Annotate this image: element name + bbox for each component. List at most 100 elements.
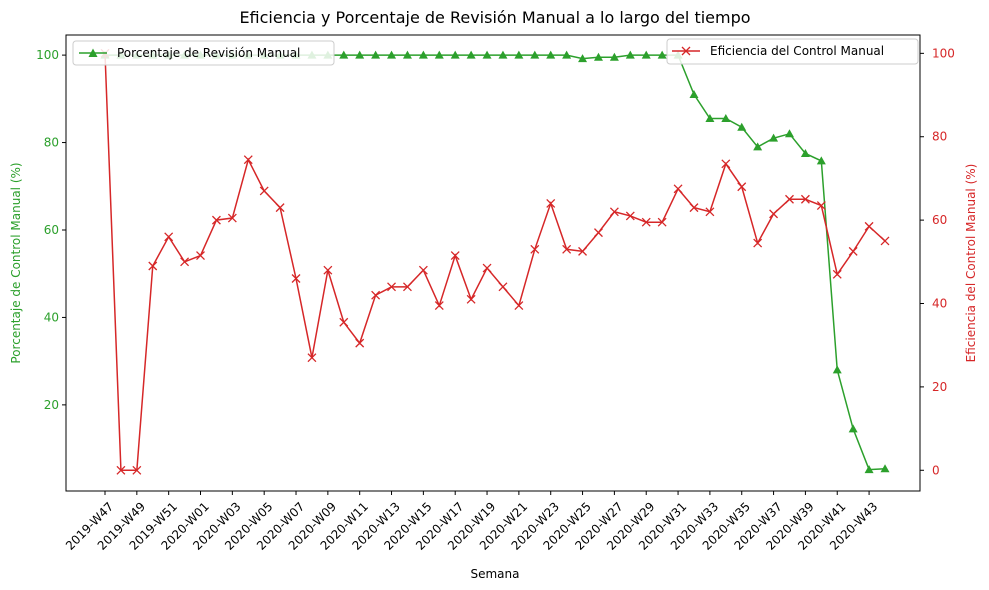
series-2-point (657, 217, 667, 227)
y-axis-right-title: Eficiencia del Control Manual (%) (964, 164, 978, 363)
series-1-point (848, 424, 858, 433)
legend-left-label: Porcentaje de Revisión Manual (117, 46, 300, 60)
series-1-point (864, 465, 874, 474)
y-left-tick-label: 20 (44, 398, 59, 412)
legend-left-box (72, 40, 335, 66)
series-1-point (387, 50, 397, 59)
y-left-tick-label: 100 (36, 48, 59, 62)
series-2-point (641, 217, 651, 227)
series-1-point (769, 133, 779, 142)
series-2-point (164, 232, 174, 242)
series-1-point (450, 50, 460, 59)
series-2-point (259, 186, 269, 196)
series-1-point (371, 50, 381, 59)
series-1-point (832, 365, 842, 374)
series-1-point (737, 122, 747, 131)
series-1-point (434, 50, 444, 59)
series-2-point (625, 211, 635, 221)
series-2-point (291, 274, 301, 283)
series-2-point (323, 265, 333, 275)
legend-right-box (666, 38, 919, 65)
series-2-point (132, 465, 142, 475)
series-2-point (211, 215, 221, 225)
series-2-point (498, 282, 508, 292)
series-2-point (737, 182, 747, 192)
x-axis-title: Semana (470, 567, 519, 581)
series-1-point (402, 50, 412, 59)
series-2-point (816, 201, 826, 210)
series-2-point (243, 155, 253, 165)
series-2-point (530, 244, 540, 254)
series-1-point (482, 50, 492, 59)
series-2-point (514, 301, 524, 311)
y-right-tick-label: 40 (932, 297, 947, 311)
series-2-point (562, 244, 572, 254)
series-2-point (116, 465, 126, 475)
series-1-point (721, 114, 731, 123)
series-2-point (148, 261, 158, 271)
series-2-point (864, 221, 874, 231)
series-2-point (371, 290, 381, 300)
legend-right-marker (681, 46, 691, 56)
series-1-point (753, 142, 763, 151)
series-2-point (450, 251, 460, 261)
series-2-point (689, 203, 699, 213)
series-2-point (785, 194, 794, 204)
series-2-point (832, 269, 842, 279)
series-1-point (418, 50, 428, 59)
y-right-tick-label: 80 (932, 130, 947, 144)
series-1-point (641, 50, 651, 59)
series-1-point (355, 50, 365, 59)
series-1-point (784, 129, 794, 138)
series-1-point (466, 50, 476, 59)
series-2-point (880, 236, 890, 246)
y-right-tick-label: 100 (932, 46, 955, 60)
y-right-tick-label: 60 (932, 213, 947, 227)
series-2-point (418, 265, 428, 275)
series-2-point (848, 246, 858, 256)
series-2-point (609, 207, 619, 217)
series-2-point (769, 209, 779, 219)
series-1-point (530, 50, 540, 59)
series-1-point (514, 50, 524, 59)
series-2-point (307, 353, 317, 363)
series-2-point (705, 207, 715, 217)
series-2-point (482, 263, 492, 273)
plot-frame (65, 34, 921, 492)
series-1-point (593, 52, 603, 61)
y-left-tick-label: 40 (44, 310, 59, 324)
series-2-point (402, 282, 412, 292)
series-1-point (657, 50, 667, 59)
legend-right-label: Eficiencia del Control Manual (710, 44, 884, 58)
series-1-point (546, 50, 556, 59)
series-1-point (609, 52, 619, 61)
series-1-point (705, 114, 715, 123)
legend-right: Eficiencia del Control Manual (666, 38, 919, 65)
series-2-point (721, 159, 731, 169)
series-1-point (689, 89, 699, 98)
legend-left-marker (88, 48, 98, 57)
series-2-point (466, 294, 476, 304)
y-left-tick-label: 80 (44, 136, 59, 150)
series-2-point (339, 317, 349, 327)
series-1-point (880, 464, 890, 473)
series-1-point (625, 50, 635, 59)
series-2-point (387, 282, 396, 292)
series-1-point (498, 50, 508, 59)
series-1-point (562, 50, 572, 59)
y-left-tick-label: 60 (44, 223, 59, 237)
series-2-point (546, 198, 556, 208)
series-2-point (578, 246, 588, 256)
series-2-point (275, 203, 285, 213)
series-1-point (339, 50, 349, 59)
series-2-point (434, 301, 444, 311)
series-2-point (753, 238, 763, 248)
series-1-point (578, 54, 588, 63)
series-2-point (673, 184, 683, 194)
series-line-2 (104, 53, 886, 472)
y-axis-right: 0 20 40 60 80 100 (920, 46, 955, 477)
series-1-point (816, 156, 826, 165)
y-right-tick-label: 20 (932, 380, 947, 394)
